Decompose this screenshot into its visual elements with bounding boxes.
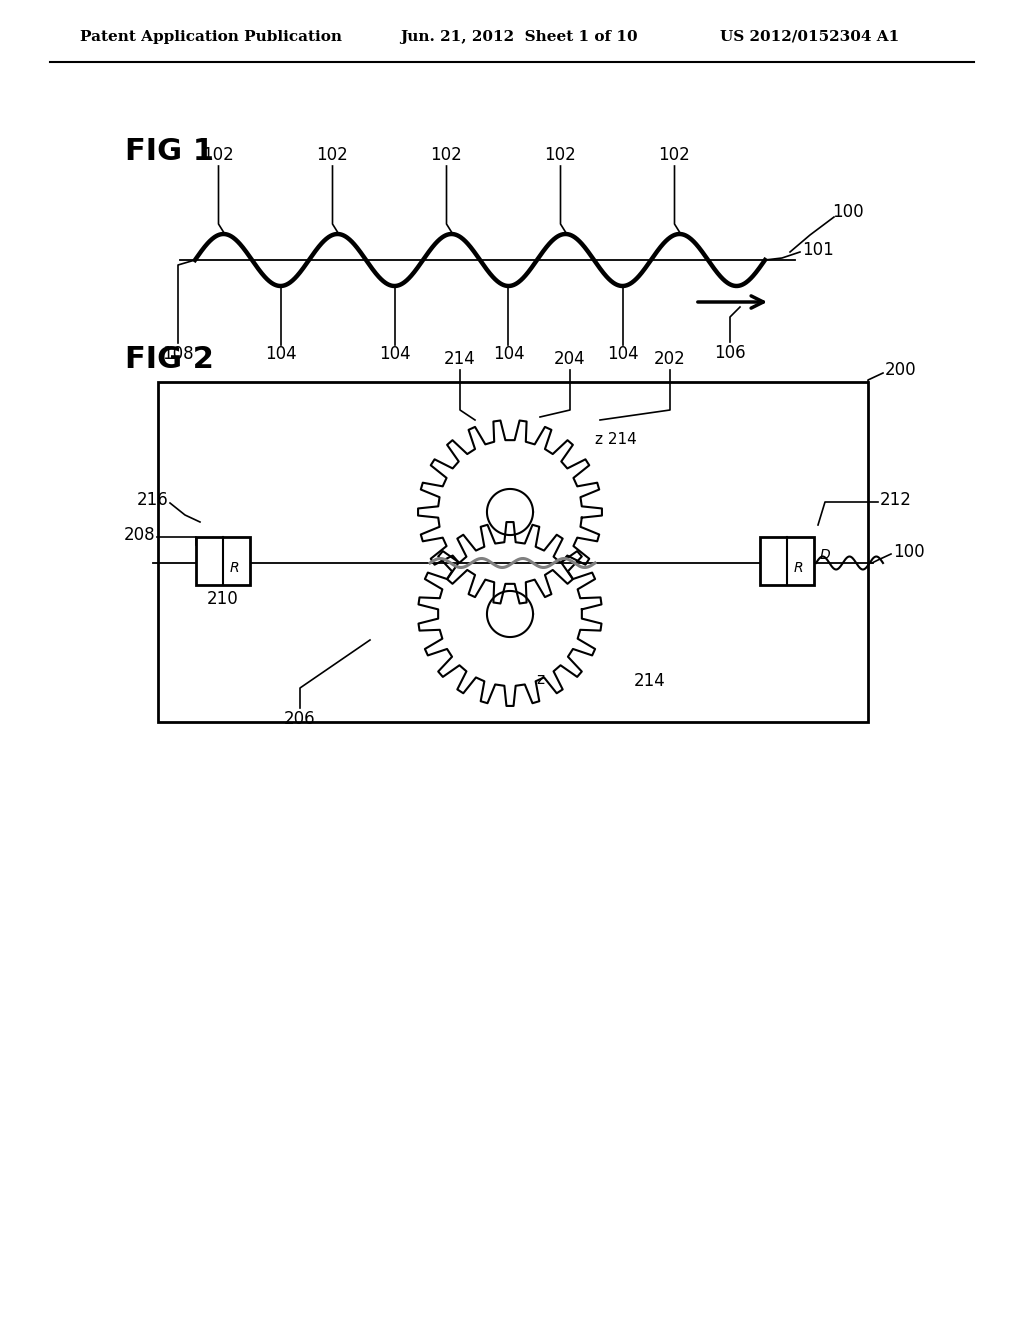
Text: 216: 216 — [136, 491, 168, 510]
Text: D: D — [820, 548, 830, 562]
Text: 104: 104 — [264, 345, 296, 363]
Text: 210: 210 — [207, 590, 239, 609]
Text: 206: 206 — [285, 710, 315, 729]
Text: 102: 102 — [658, 147, 690, 164]
Bar — [760, 537, 814, 585]
Text: z: z — [536, 672, 544, 686]
Bar — [158, 381, 868, 722]
Text: 104: 104 — [379, 345, 411, 363]
Text: 104: 104 — [493, 345, 524, 363]
Text: 204: 204 — [554, 350, 586, 368]
Text: 214: 214 — [444, 350, 476, 368]
Text: R: R — [794, 561, 804, 576]
Text: 212: 212 — [880, 491, 912, 510]
Text: 102: 102 — [203, 147, 234, 164]
Text: 208: 208 — [123, 525, 155, 544]
Text: z 214: z 214 — [595, 433, 637, 447]
Text: FIG 2: FIG 2 — [125, 346, 214, 375]
Text: 101: 101 — [802, 242, 834, 259]
Text: Patent Application Publication: Patent Application Publication — [80, 30, 342, 44]
Text: 102: 102 — [431, 147, 463, 164]
Text: 202: 202 — [654, 350, 686, 368]
Text: 108: 108 — [162, 345, 194, 363]
Text: Jun. 21, 2012  Sheet 1 of 10: Jun. 21, 2012 Sheet 1 of 10 — [400, 30, 638, 44]
Text: 100: 100 — [831, 203, 863, 220]
Text: FIG 1: FIG 1 — [125, 137, 214, 166]
Text: 102: 102 — [316, 147, 348, 164]
Text: 104: 104 — [606, 345, 638, 363]
Text: US 2012/0152304 A1: US 2012/0152304 A1 — [720, 30, 899, 44]
Text: 200: 200 — [885, 360, 916, 379]
Text: 106: 106 — [714, 345, 745, 362]
Text: R: R — [230, 561, 240, 576]
Text: 214: 214 — [634, 672, 666, 690]
Bar — [196, 537, 250, 585]
Text: 100: 100 — [893, 543, 925, 561]
Text: 102: 102 — [545, 147, 577, 164]
